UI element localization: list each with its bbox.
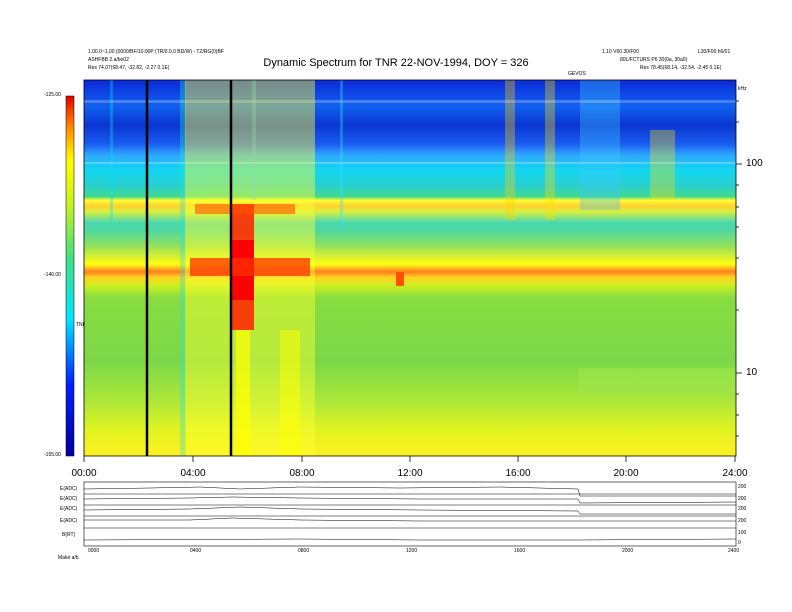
chart-title: Dynamic Spectrum for TNR 22-NOV-1994, DO…	[263, 57, 529, 69]
panel-x-tick: 1600	[514, 548, 526, 554]
x-tick-label: 20:00	[613, 468, 639, 479]
colorbar-label: TNR	[76, 322, 87, 328]
x-tick-label: 08:00	[289, 468, 315, 479]
panel-tick-right: 200	[738, 506, 747, 512]
panel-row-label: E(ADC)	[60, 518, 78, 524]
panel-row-label: B(RT)	[62, 532, 76, 538]
header-left-line3: Res 74.07(68.47, -32.82, -2.27 0.1E)	[88, 65, 170, 71]
header-right-line4: Res 78.45(68.14, -32.54, -2.45 0.1E)	[640, 65, 722, 71]
panel-x-tick: 0000	[88, 548, 100, 554]
burst-spot	[396, 272, 404, 286]
header-right-line2: L30/F00 h6/01	[698, 49, 731, 55]
x-ticks	[83, 456, 736, 462]
panel-tick-right: 0	[738, 540, 741, 546]
lower-panels	[83, 481, 737, 547]
y-tick-label-10: 10	[746, 367, 758, 378]
y-ticks	[736, 100, 742, 437]
colorbar-tick-top: -125.00	[44, 92, 61, 98]
header-left-line1: 1.00.0~1.00 (0000/BF/10:00P (TR/0.0.0 BD…	[88, 49, 224, 55]
unit-label: kHz	[738, 86, 747, 92]
spectrogram-texture	[110, 80, 675, 456]
panel-x-tick: 0400	[190, 548, 202, 554]
panel-x-tick: 2400	[728, 548, 740, 554]
header-right-line3: 80L/FCTURS P6 30(0a, 30a0)	[620, 57, 688, 63]
colorbar-tick-bottom: -155.00	[44, 452, 61, 458]
panel-tick-right: 200	[738, 496, 747, 502]
header-left-line2: ASHFBB 2.a/bo02	[88, 57, 129, 63]
marker-label: GEVOS	[568, 71, 586, 77]
panel-tick-right: 100	[738, 530, 747, 536]
burst-region	[185, 80, 315, 456]
panel-x-tick: 0800	[298, 548, 310, 554]
x-tick-label: 12:00	[397, 468, 423, 479]
panel-tick-right: 200	[738, 484, 747, 490]
x-tick-label: 24:00	[722, 468, 748, 479]
y-tick-label-100: 100	[746, 158, 763, 169]
colorbar	[65, 95, 75, 457]
panel-row-label: E(ADC)	[60, 496, 78, 502]
panel-tick-right: 200	[738, 518, 747, 524]
x-tick-label: 04:00	[180, 468, 206, 479]
header-right-line1: 1.10 V60 30/F00	[602, 49, 639, 55]
stripe	[84, 162, 736, 164]
panel-x-tick: 2000	[622, 548, 634, 554]
panel-x-tick: 1200	[406, 548, 418, 554]
x-tick-label: 16:00	[505, 468, 531, 479]
x-tick-label: 00:00	[71, 468, 97, 479]
stripe	[84, 100, 736, 103]
colorbar-tick-mid: -140.00	[44, 272, 61, 278]
region-shift	[578, 368, 736, 394]
panel-footer: Make a/b	[58, 555, 79, 561]
panel-row-label: E(ADC)	[60, 506, 78, 512]
panel-row-label: E(ADC)	[60, 486, 78, 492]
